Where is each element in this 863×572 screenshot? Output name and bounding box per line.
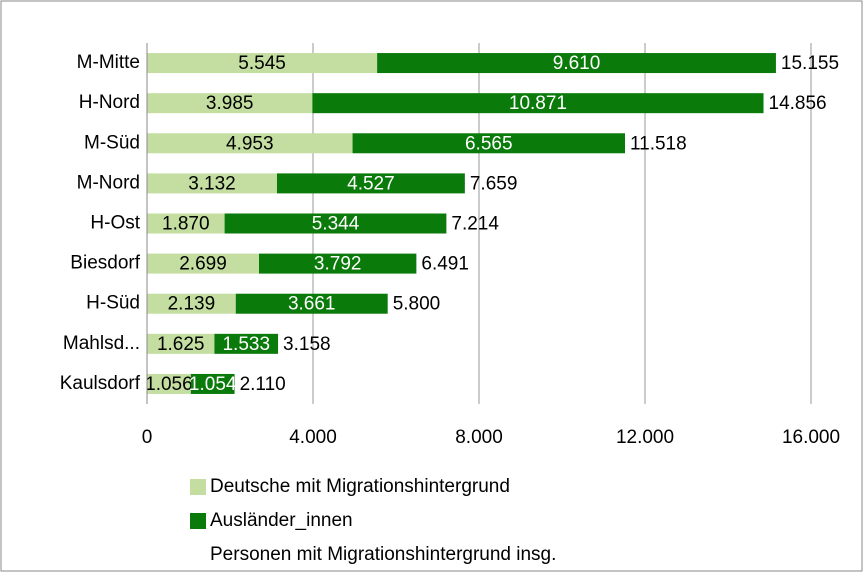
x-tick-label: 12.000	[616, 427, 674, 448]
y-tick-label: H-Süd	[86, 293, 140, 314]
data-label: 2.699	[179, 254, 227, 275]
bar-segment	[352, 133, 625, 154]
data-label: 5.545	[238, 53, 286, 74]
total-label: 15.155	[781, 53, 839, 74]
data-label: 3.985	[206, 93, 254, 114]
total-label: 3.158	[283, 334, 331, 355]
data-label: 6.565	[465, 133, 513, 154]
bar-segment	[224, 213, 447, 234]
bar-segment	[147, 333, 215, 354]
x-tick-label: 4.000	[289, 427, 337, 448]
total-label: 7.214	[451, 214, 499, 235]
data-label: 3.792	[314, 254, 362, 275]
y-tick-label: H-Nord	[79, 92, 140, 113]
bar-segment	[147, 53, 378, 74]
y-tick-label: M-Süd	[84, 132, 140, 153]
bar-segment	[214, 333, 279, 354]
data-label: 1.870	[162, 214, 210, 235]
bar-segment	[377, 53, 776, 74]
y-tick-label: M-Mitte	[77, 52, 140, 73]
bar-segment	[259, 253, 417, 274]
data-label: 1.056	[145, 374, 193, 395]
data-label: 3.132	[188, 173, 236, 194]
total-label: 2.110	[240, 374, 286, 395]
data-label: 4.953	[226, 133, 274, 154]
legend-swatch	[190, 513, 206, 529]
total-label: 6.491	[421, 254, 469, 275]
x-tick-label: 0	[142, 427, 153, 448]
bar-segment	[276, 173, 465, 194]
data-label: 4.527	[347, 173, 395, 194]
bar-segment	[147, 133, 353, 154]
y-tick-label: H-Ost	[90, 213, 140, 234]
data-label: 1.054	[189, 374, 237, 395]
bar-segment	[147, 253, 260, 274]
x-tick-label: 8.000	[455, 427, 503, 448]
bar-segment	[147, 173, 277, 194]
data-label: 1.625	[157, 334, 205, 355]
data-label: 3.661	[288, 294, 336, 315]
legend-label: Personen mit Migrationshintergrund insg.	[210, 544, 556, 565]
bar-segment	[147, 93, 313, 114]
y-tick-label: Mahlsd...	[63, 333, 140, 354]
data-label: 5.344	[312, 214, 360, 235]
bar-segment	[190, 373, 235, 394]
bar-segment	[147, 213, 225, 234]
total-label: 7.659	[470, 173, 518, 194]
total-label: 14.856	[769, 93, 827, 114]
y-tick-label: Biesdorf	[70, 253, 140, 274]
legend-label: Ausländer_innen	[210, 510, 353, 531]
data-label: 1.533	[222, 334, 270, 355]
data-label: 10.871	[509, 93, 567, 114]
legend-label: Deutsche mit Migrationshintergrund	[210, 476, 510, 497]
total-label: 5.800	[393, 294, 441, 315]
legend-swatch	[190, 479, 206, 495]
data-label: 2.139	[168, 294, 216, 315]
bar-segment	[147, 293, 236, 314]
bar-segment	[147, 373, 191, 394]
y-tick-label: Kaulsdorf	[60, 373, 141, 394]
bar-segment	[312, 93, 764, 114]
bar-segment	[235, 293, 388, 314]
data-label: 9.610	[553, 53, 601, 74]
total-label: 11.518	[630, 133, 687, 154]
x-tick-label: 16.000	[782, 427, 840, 448]
y-tick-label: M-Nord	[77, 172, 140, 193]
